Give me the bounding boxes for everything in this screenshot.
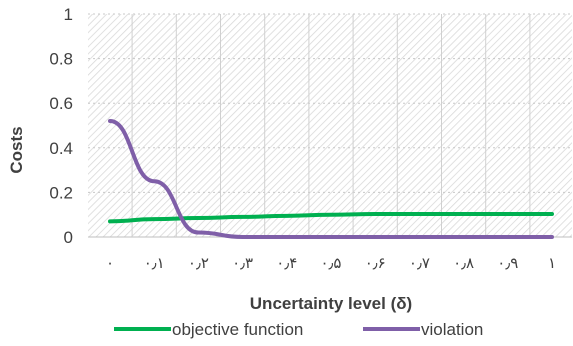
legend-label-violation: violation (421, 320, 483, 339)
x-tick-label: ۰٫۱ (144, 254, 165, 272)
x-tick-label: ۰٫۹ (497, 254, 518, 272)
legend: objective function violation (114, 320, 483, 339)
x-tick-label: ۰٫۳ (232, 254, 253, 272)
tick-labels: 0 0.2 0.4 0.6 0.8 1 ۰ ۰٫۱ ۰٫۲ ۰٫۳ ۰٫۴ ۰٫۵ ۰٫۶ ۰٫۷ ۰٫۸ ۰… (49, 5, 556, 272)
y-tick-label: 0.2 (49, 183, 73, 202)
y-tick-label: 0 (64, 228, 73, 247)
x-tick-label: ۰ (106, 254, 114, 272)
legend-label-objective-function: objective function (172, 320, 303, 339)
y-tick-label: 1 (64, 5, 73, 24)
series-line-violation (108, 119, 554, 239)
y-tick-label: 0.6 (49, 94, 73, 113)
y-axis-title: Costs (7, 126, 26, 173)
x-tick-label: ۰٫۴ (276, 254, 297, 272)
x-tick-label: ۰٫۸ (453, 254, 474, 272)
x-tick-label: ۰٫۶ (365, 254, 386, 272)
plot-area (88, 14, 572, 237)
x-tick-label: ۱ (548, 254, 556, 272)
x-tick-label: ۰٫۲ (188, 254, 209, 272)
x-axis-title: Uncertainty level (δ) (250, 294, 412, 313)
series-layer (108, 119, 554, 239)
x-tick-label: ۰٫۷ (409, 254, 430, 272)
x-tick-label: ۰٫۵ (321, 254, 342, 272)
y-tick-label: 0.4 (49, 139, 73, 158)
y-tick-label: 0.8 (49, 50, 73, 69)
